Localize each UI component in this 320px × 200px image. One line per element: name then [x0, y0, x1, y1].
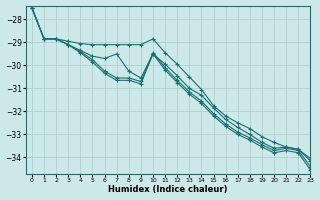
- X-axis label: Humidex (Indice chaleur): Humidex (Indice chaleur): [108, 185, 228, 194]
